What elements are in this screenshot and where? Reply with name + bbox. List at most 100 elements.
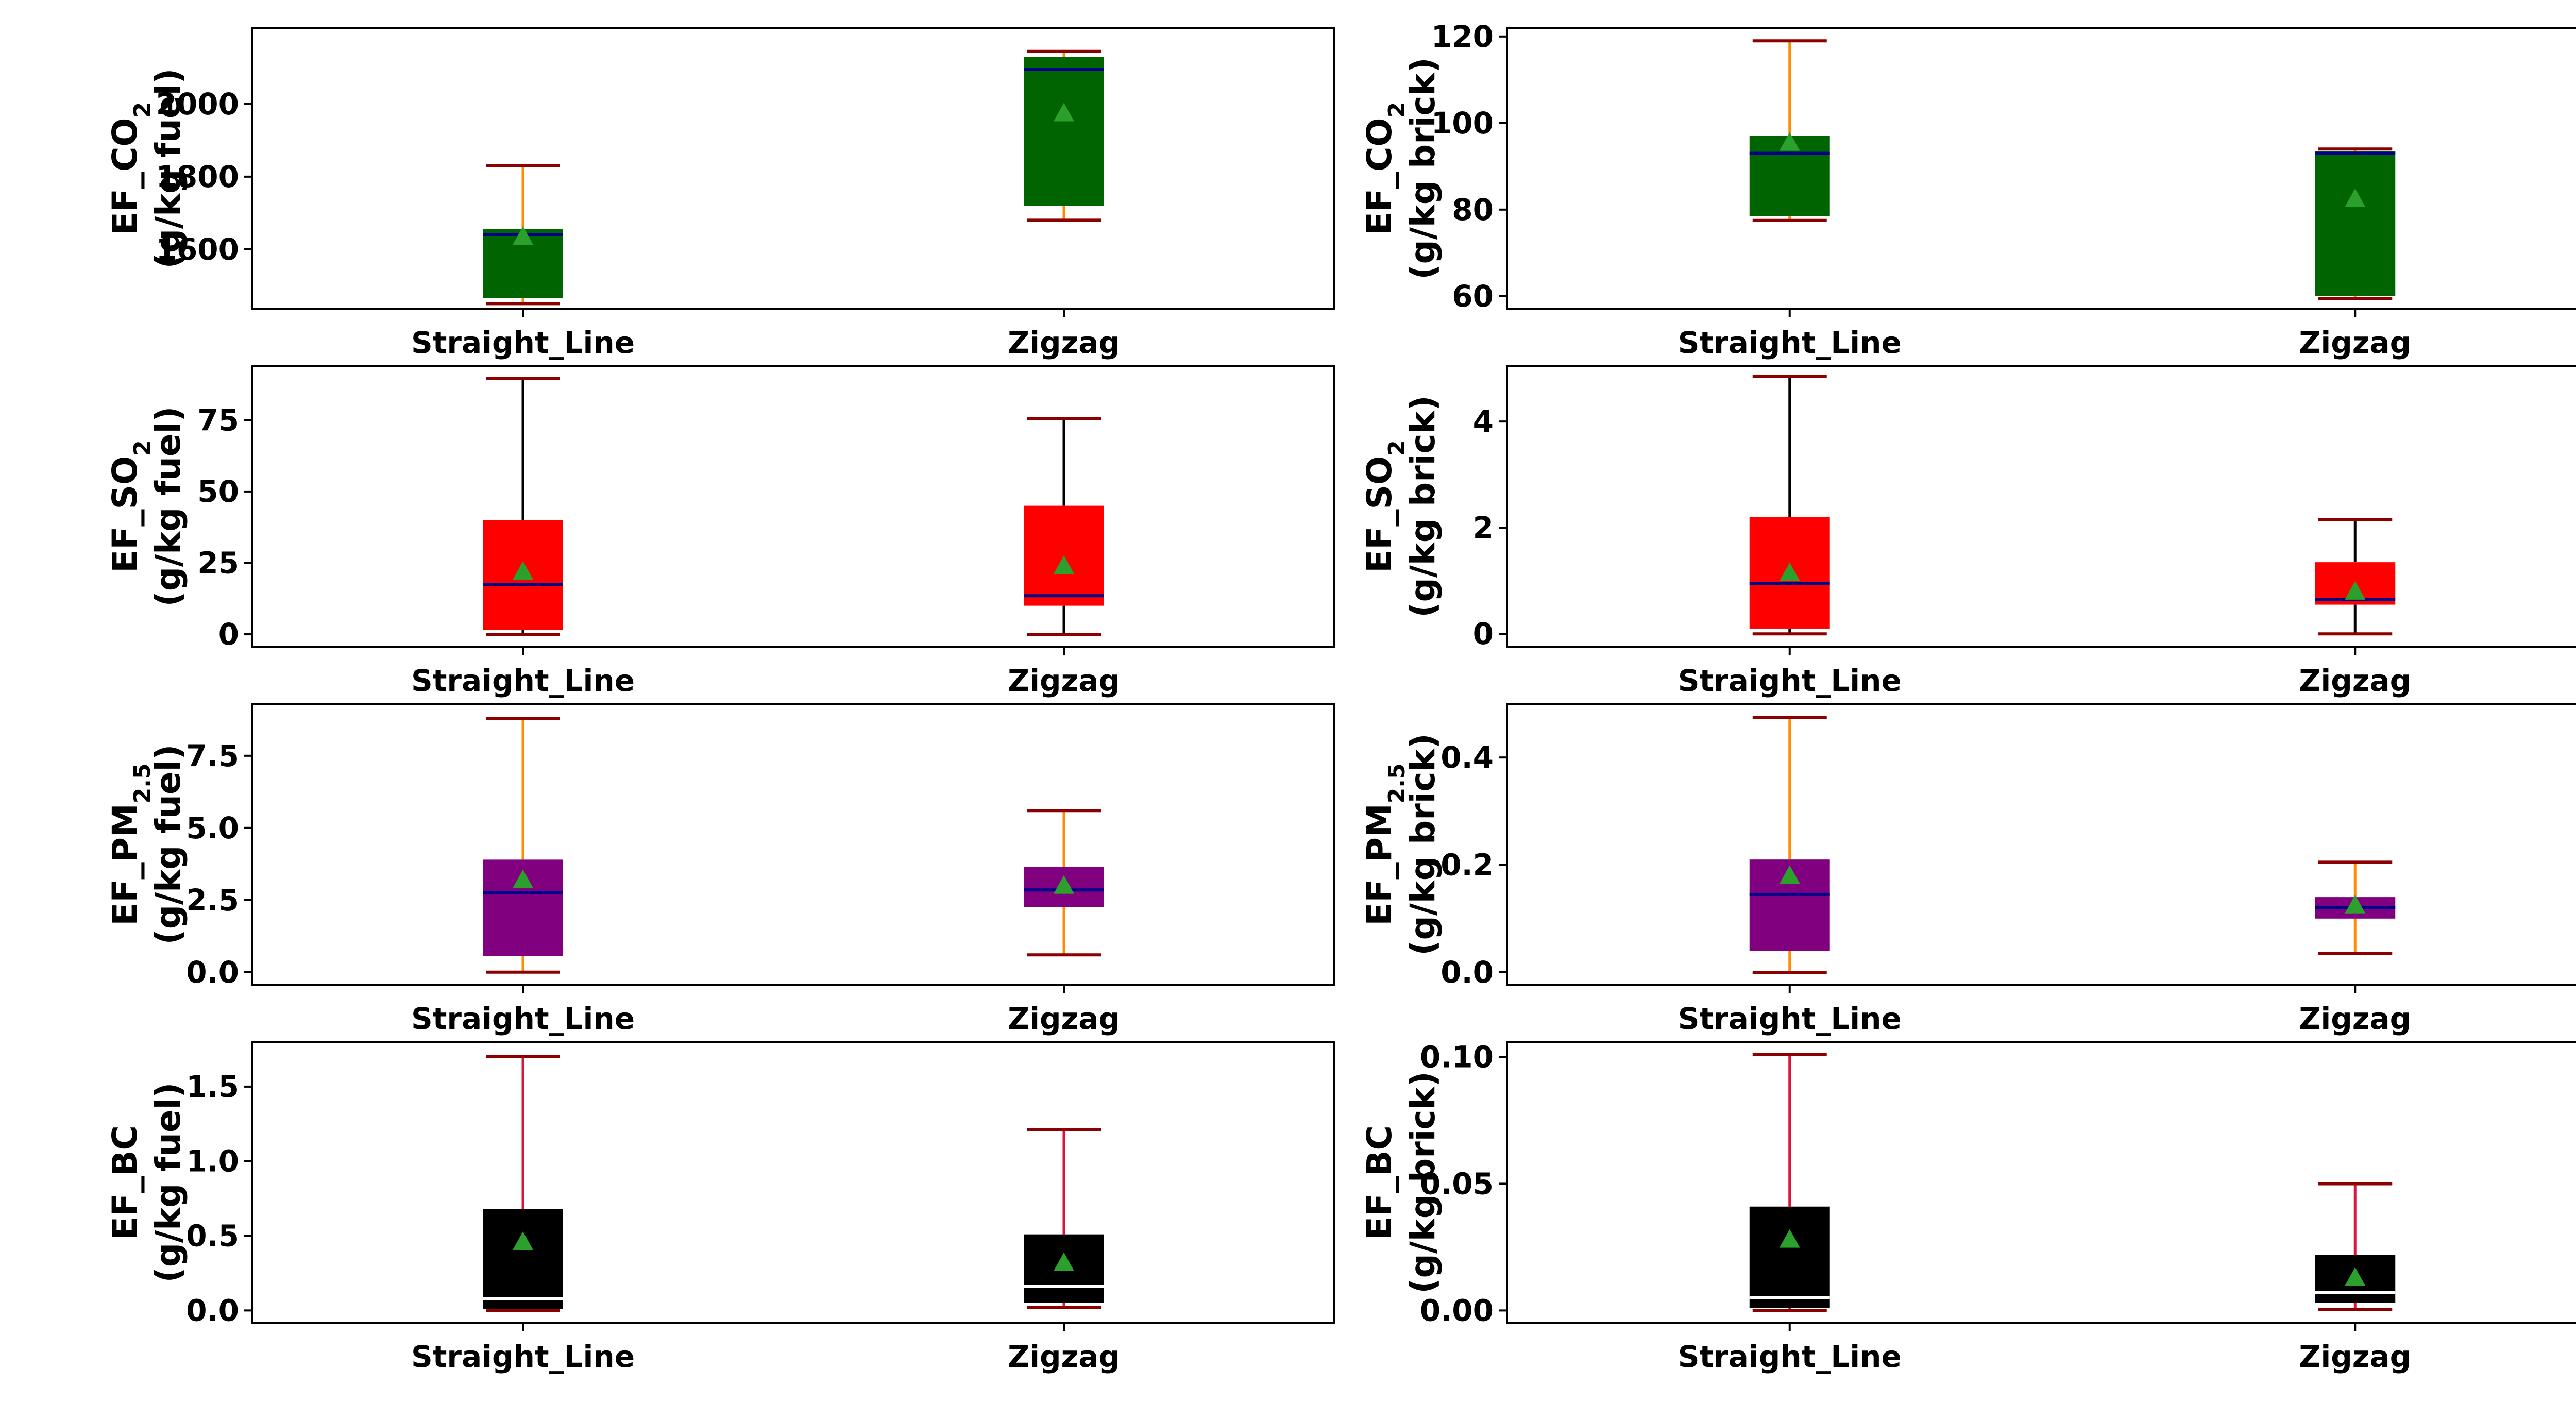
y-axis-label-line2: (g/kg fuel) <box>148 745 188 945</box>
mean-marker <box>1779 1229 1800 1248</box>
mean-marker <box>1054 875 1074 894</box>
y-axis-label-line2: (g/kg brick) <box>1403 1071 1443 1293</box>
chart-panel: 60 80 100 120 Straight_Line Zigzag EF_CO2(g/kg… <box>1360 19 2576 360</box>
box-straight-line <box>1749 39 1830 222</box>
y-tick-label: 0.00 <box>1420 1293 1494 1328</box>
y-tick-label: 0.0 <box>1440 955 1494 990</box>
box-straight-line <box>483 1055 563 1312</box>
x-tick-label: Zigzag <box>1008 1339 1120 1374</box>
mean-marker <box>1054 1252 1074 1271</box>
y-tick-label: 0.10 <box>1420 1040 1494 1075</box>
chart-panel: 0.0 0.2 0.4 Straight_Line Zigzag EF_PM2.5(g/k… <box>1360 703 2576 1036</box>
x-tick-label: Straight_Line <box>411 1001 635 1036</box>
axes-frame <box>1506 27 2576 310</box>
y-axis-label: EF_BC (g/kg fuel) <box>105 1083 188 1283</box>
y-axis-label: EF_SO2(g/kg fuel) <box>105 407 188 607</box>
box-zigzag <box>2315 518 2396 636</box>
y-axis-label-line1: EF_CO2 <box>1360 102 1410 235</box>
box-zigzag <box>1024 1128 1104 1309</box>
x-tick-label: Zigzag <box>1008 663 1120 698</box>
y-tick-label: 60 <box>1452 279 1494 314</box>
x-tick-label: Straight_Line <box>411 663 635 698</box>
box-straight-line <box>483 717 563 974</box>
iqr-box <box>1749 1206 1830 1308</box>
y-tick-label: 4 <box>1473 404 1494 439</box>
y-tick-label: 0 <box>218 617 239 652</box>
mean-marker <box>513 226 533 245</box>
y-tick-label: 100 <box>1431 106 1494 141</box>
x-tick-label: Straight_Line <box>1678 1339 1902 1374</box>
y-axis-label: EF_BC (g/kg brick) <box>1360 1071 1443 1293</box>
mean-marker <box>2345 581 2366 600</box>
y-tick-label: 75 <box>197 402 239 437</box>
x-tick-label: Straight_Line <box>411 325 635 360</box>
x-tick-label: Straight_Line <box>1678 325 1902 360</box>
y-axis-label: EF_CO2(g/kg fuel) <box>105 69 188 269</box>
axes-frame <box>1506 365 2576 648</box>
y-tick-label: 1.0 <box>186 1144 239 1179</box>
y-axis-label-line2: (g/kg fuel) <box>148 1083 188 1283</box>
chart-panel: 1600 1800 2000 Straight_Line Zigzag EF_CO2(g/… <box>105 27 1335 360</box>
chart-panel: 0.0 0.5 1.0 1.5 Straight_Line Zigzag EF_BC (g/k… <box>105 1041 1335 1374</box>
mean-marker <box>513 869 533 888</box>
axes-frame <box>1506 1041 2576 1324</box>
iqr-box <box>483 1209 563 1309</box>
chart-panel: 0 25 50 75 Straight_Line Zigzag EF_SO2(g/kg fu… <box>105 365 1335 698</box>
mean-marker <box>2345 188 2366 207</box>
axes-frame <box>251 27 1335 310</box>
y-tick-label: 5.0 <box>186 810 239 846</box>
axes-frame <box>251 703 1335 986</box>
y-axis-label-line2: (g/kg brick) <box>1403 57 1443 279</box>
y-tick-label: 1800 <box>156 159 239 194</box>
axes-frame <box>251 1041 1335 1324</box>
y-axis-label-subscript: 2 <box>1384 440 1410 456</box>
y-axis-label-subscript: 2.5 <box>1384 763 1410 803</box>
y-axis-label-line2: (g/kg fuel) <box>148 69 188 269</box>
y-axis-label-line2: (g/kg brick) <box>1403 733 1443 955</box>
y-axis-label-line2: (g/kg brick) <box>1403 395 1443 617</box>
y-tick-label: 1.5 <box>186 1069 239 1104</box>
y-tick-label: 0.5 <box>186 1219 239 1254</box>
chart-panel: 0.00 0.05 0.10 Straight_Line Zigzag EF_BC (g/k… <box>1360 1040 2576 1374</box>
box-straight-line <box>1749 375 1830 636</box>
y-tick-label: 0.4 <box>1440 740 1494 775</box>
y-axis-label-subscript: 2 <box>1384 102 1410 118</box>
y-axis-label-line1: EF_BC <box>1360 1125 1399 1240</box>
box-straight-line <box>1749 1053 1830 1312</box>
y-axis-label: EF_CO2(g/kg brick) <box>1360 57 1443 279</box>
box-zigzag <box>2315 860 2396 955</box>
box-zigzag <box>2315 1182 2396 1311</box>
y-tick-label: 120 <box>1431 19 1494 54</box>
y-axis-label-subscript: 2.5 <box>129 763 156 803</box>
mean-marker <box>1779 132 1800 151</box>
y-axis-label: EF_PM2.5(g/kg fuel) <box>105 745 188 945</box>
y-axis-label-line1: EF_PM2.5 <box>105 763 156 925</box>
x-tick-label: Straight_Line <box>1678 663 1902 698</box>
iqr-box <box>2315 151 2396 296</box>
y-tick-label: 0.0 <box>186 1293 239 1328</box>
y-tick-label: 50 <box>197 474 239 509</box>
y-tick-label: 1600 <box>156 232 239 267</box>
y-tick-label: 2.5 <box>186 883 239 918</box>
mean-marker <box>1054 103 1074 122</box>
x-tick-label: Zigzag <box>1008 325 1120 360</box>
y-tick-label: 2000 <box>156 87 239 122</box>
iqr-box <box>1024 57 1104 206</box>
chart-panel: 0 2 4 Straight_Line Zigzag EF_SO2(g/kg brick) <box>1360 365 2576 698</box>
mean-marker <box>513 1231 533 1250</box>
axes-frame <box>1506 703 2576 986</box>
y-tick-label: 0.0 <box>186 955 239 990</box>
box-zigzag <box>1024 49 1104 222</box>
y-axis-label-line1: EF_CO2 <box>105 102 156 235</box>
x-tick-label: Zigzag <box>2299 663 2411 698</box>
box-straight-line <box>1749 716 1830 974</box>
y-axis-label-subscript: 2 <box>129 102 156 118</box>
y-tick-label: 7.5 <box>186 738 239 773</box>
y-axis-label: EF_PM2.5(g/kg brick) <box>1360 733 1443 955</box>
box-zigzag <box>1024 809 1104 957</box>
mean-marker <box>513 561 533 580</box>
y-axis-label: EF_SO2(g/kg brick) <box>1360 395 1443 617</box>
y-tick-label: 0.05 <box>1420 1166 1494 1201</box>
y-axis-label-line1: EF_PM2.5 <box>1360 763 1410 925</box>
